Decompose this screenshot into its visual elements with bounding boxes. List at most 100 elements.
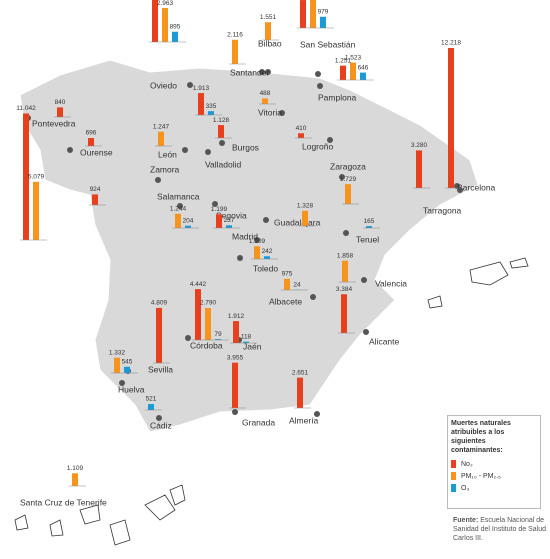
- value-label: 204: [183, 217, 194, 224]
- legend-label: PM₁₀ - PM₂.₅: [461, 472, 501, 480]
- bar: [124, 366, 130, 373]
- value-label: 2.116: [227, 31, 243, 38]
- value-label: 79: [214, 331, 222, 338]
- value-label: 1.199: [211, 206, 228, 213]
- bar: [185, 225, 191, 228]
- city-name: Zamora: [150, 164, 180, 174]
- legend-swatch: [451, 484, 456, 492]
- bar: [232, 39, 238, 64]
- bar: [302, 210, 308, 226]
- bar: [345, 184, 351, 204]
- city-dot: [263, 217, 269, 223]
- value-label: 1.128: [213, 117, 230, 124]
- legend-swatch: [451, 472, 456, 480]
- city-name: Oviedo: [150, 80, 177, 90]
- city-name: Valencia: [375, 278, 407, 288]
- city-dot: [156, 415, 162, 421]
- balearic-islands: [427, 257, 529, 309]
- city-name: Logroño: [302, 141, 333, 151]
- city-dot: [265, 69, 271, 75]
- city-name: Santander: [230, 67, 269, 77]
- bar: [310, 0, 316, 29]
- bar: [366, 226, 372, 228]
- value-label: 165: [364, 218, 375, 225]
- city-name: Almería: [289, 415, 319, 425]
- bar: [254, 246, 260, 259]
- city-name: Albacete: [269, 296, 302, 306]
- value-label: 696: [86, 130, 97, 137]
- bar: [88, 138, 94, 146]
- city-name: Tarragona: [423, 205, 462, 215]
- value-label: 3.955: [227, 354, 244, 361]
- value-label: 11.042: [16, 105, 36, 112]
- value-label: 1.328: [297, 203, 314, 210]
- city-name: Alicante: [369, 336, 400, 346]
- value-label: 1.912: [228, 313, 245, 320]
- city-name: Sevilla: [148, 364, 173, 374]
- spain-mainland: [19, 59, 479, 433]
- value-label: 1.247: [153, 123, 170, 130]
- value-label: 521: [146, 396, 157, 403]
- value-label: 2.790: [200, 300, 217, 307]
- bar: [156, 307, 162, 363]
- value-label: 4.809: [151, 300, 168, 307]
- bar: [342, 260, 348, 282]
- bar: [297, 377, 303, 408]
- bar: [262, 98, 268, 104]
- bar: [158, 131, 164, 146]
- city-name: Huelva: [118, 384, 145, 394]
- value-label: 4.442: [190, 281, 207, 288]
- value-label: 1.523: [345, 54, 362, 61]
- bar: [57, 107, 63, 117]
- city-dot: [219, 140, 225, 146]
- bar: [232, 362, 238, 408]
- value-label: 840: [55, 99, 66, 106]
- value-label: 1.109: [67, 465, 84, 472]
- legend-swatch: [451, 460, 456, 468]
- city-name: Granada: [242, 417, 275, 427]
- bar: [148, 404, 154, 410]
- value-label: 646: [358, 64, 369, 71]
- value-label: 2.963: [157, 0, 174, 7]
- city-dot: [317, 83, 323, 89]
- city-name: Córdoba: [190, 340, 223, 350]
- value-label: 3.280: [411, 142, 428, 149]
- city-name: Pontevedra: [32, 118, 76, 128]
- city-dot: [457, 187, 463, 193]
- legend: Muertes naturales atribuibles a los sigu…: [447, 415, 541, 509]
- bar: [195, 289, 201, 340]
- bar: [284, 278, 290, 290]
- value-label: 24: [293, 281, 301, 288]
- city-dot: [67, 147, 73, 153]
- value-label: 1.858: [337, 252, 354, 259]
- value-label: 12.218: [441, 40, 461, 47]
- value-label: 1.109: [249, 238, 266, 245]
- city-dot: [314, 411, 320, 417]
- source-label: Fuente:: [453, 517, 479, 524]
- bar: [92, 194, 98, 205]
- bar: [175, 213, 181, 228]
- city-name: Toledo: [253, 263, 278, 273]
- bar: [114, 357, 120, 373]
- city-dot: [363, 329, 369, 335]
- city-dot: [254, 237, 260, 243]
- city-name: Ourense: [80, 147, 113, 157]
- legend-entry: No₂: [451, 460, 537, 468]
- city-name: Madrid: [232, 231, 258, 241]
- city-name: Burgos: [232, 142, 259, 152]
- value-label: 237: [224, 217, 235, 224]
- value-label: 1.551: [260, 14, 277, 21]
- value-label: 1.913: [193, 85, 210, 92]
- city-dot: [119, 380, 125, 386]
- city-dot: [155, 177, 161, 183]
- legend-label: No₂: [461, 460, 473, 468]
- value-label: 979: [318, 9, 329, 16]
- city-name: Zaragoza: [330, 161, 366, 171]
- city-dot: [361, 277, 367, 283]
- value-label: 924: [90, 186, 101, 193]
- city-dot: [315, 71, 321, 77]
- bar: [205, 308, 211, 340]
- value-label: 895: [170, 23, 181, 30]
